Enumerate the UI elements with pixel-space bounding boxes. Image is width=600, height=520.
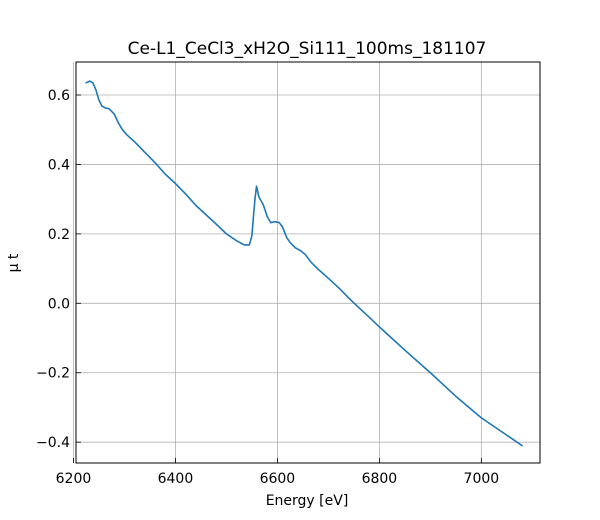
y-tick-label: 0.0 — [48, 296, 70, 312]
x-tick-label: 6400 — [158, 471, 194, 487]
x-tick-label: 6200 — [56, 471, 92, 487]
series-line — [85, 80, 523, 447]
plot-area — [85, 80, 523, 447]
x-tick-label: 6800 — [362, 471, 398, 487]
x-tick-label: 7000 — [464, 471, 500, 487]
y-tick-label: 0.2 — [48, 227, 70, 243]
y-tick-label: 0.4 — [48, 157, 70, 173]
axes-ticks: 6200 6400 6600 6800 7000 −0.4 −0.2 0.0 0.2 0.4 0.6 — [36, 88, 499, 487]
y-tick-label: 0.6 — [48, 88, 70, 104]
chart-title: Ce-L1_CeCl3_xH2O_Si111_100ms_181107 — [128, 39, 487, 59]
x-tick-label: 6600 — [260, 471, 296, 487]
grid — [73, 62, 540, 463]
y-tick-label: −0.2 — [36, 366, 70, 382]
y-axis-label: μ t — [6, 253, 22, 272]
y-tick-label: −0.4 — [36, 435, 70, 451]
axes-frame — [75, 61, 541, 464]
x-axis-label: Energy [eV] — [266, 493, 349, 509]
